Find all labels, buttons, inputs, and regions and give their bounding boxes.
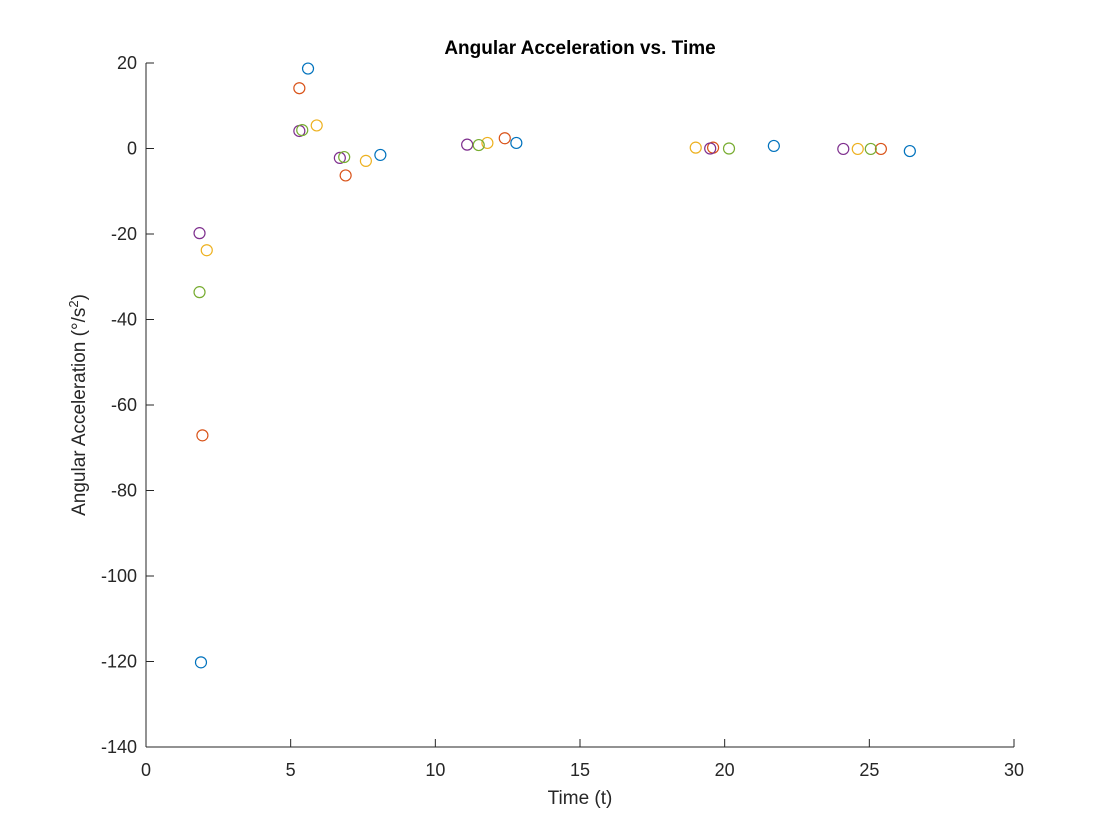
data-point	[481, 136, 494, 150]
data-point	[374, 148, 387, 162]
y-axis-label-end: )	[69, 294, 90, 300]
data-point	[864, 142, 877, 156]
data-point	[310, 119, 323, 132]
data-point	[359, 154, 372, 167]
data-point	[193, 227, 206, 240]
y-tick-label: -100	[101, 566, 137, 586]
x-axis-label: Time (t)	[548, 788, 613, 809]
data-point	[837, 142, 850, 156]
data-point	[301, 62, 315, 75]
x-ticks: 0 5 10 15 20 25 30	[141, 739, 1024, 780]
data-point	[498, 132, 511, 145]
data-point	[472, 138, 485, 152]
data-markers	[193, 62, 916, 669]
y-ticks: 20 0 -20 -40 -60 -80 -100 -120 -140	[101, 53, 154, 757]
data-point	[296, 124, 309, 137]
data-point	[510, 136, 523, 150]
x-tick-label: 10	[425, 760, 445, 780]
data-point	[874, 142, 888, 156]
x-tick-label: 20	[715, 760, 735, 780]
y-tick-label: -60	[111, 395, 137, 415]
data-point	[194, 656, 208, 669]
y-tick-label: -140	[101, 737, 137, 757]
data-point	[722, 142, 736, 155]
y-tick-label: -80	[111, 481, 137, 501]
data-point	[338, 150, 351, 164]
data-point	[461, 138, 474, 151]
x-tick-label: 15	[570, 760, 590, 780]
data-point	[339, 169, 352, 182]
y-tick-label: 0	[127, 139, 137, 159]
y-tick-label: -120	[101, 652, 137, 672]
data-point	[689, 141, 702, 154]
data-point	[704, 142, 717, 155]
y-axis-label: Angular Acceleration (°/s2)	[66, 294, 90, 516]
y-tick-label: -40	[111, 310, 137, 330]
y-axis-label-superscript: 2	[66, 300, 81, 307]
data-point	[333, 151, 346, 165]
y-tick-label: 20	[117, 53, 137, 73]
x-tick-label: 30	[1004, 760, 1024, 780]
data-point	[200, 244, 213, 257]
chart-title: Angular Acceleration vs. Time	[444, 38, 715, 59]
data-point	[193, 286, 206, 299]
data-point	[903, 144, 916, 158]
data-point	[767, 139, 780, 153]
y-axis-label-main: Angular Acceleration (°/s	[69, 308, 90, 516]
x-tick-label: 5	[286, 760, 296, 780]
axes	[145, 63, 1014, 748]
y-tick-label: -20	[111, 224, 137, 244]
x-tick-label: 0	[141, 760, 151, 780]
data-point	[293, 82, 306, 95]
data-point	[851, 142, 864, 156]
data-point	[196, 429, 209, 442]
x-tick-label: 25	[859, 760, 879, 780]
